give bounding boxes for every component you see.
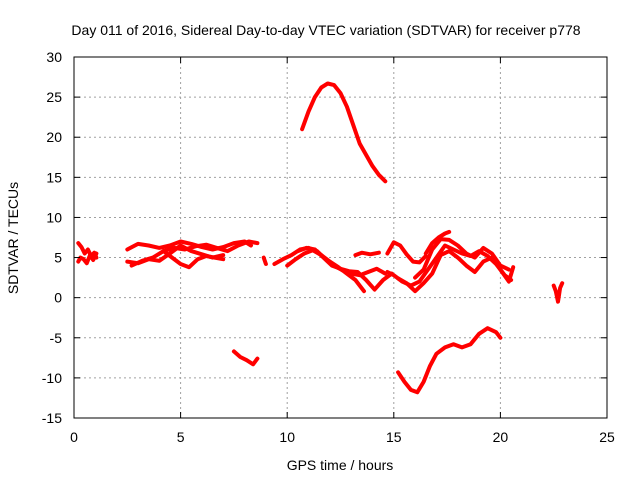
- series-arc-1b: [76, 251, 99, 266]
- series-arc-2: [125, 239, 253, 252]
- x-tick-label: 20: [493, 429, 509, 445]
- chart-title: Day 011 of 2016, Sidereal Day-to-day VTE…: [71, 22, 580, 38]
- series-arc-4: [129, 239, 260, 268]
- data-series: [76, 81, 565, 395]
- x-tick-label: 5: [177, 429, 185, 445]
- y-tick-label: 25: [46, 89, 62, 105]
- series-arc-1a: [76, 241, 99, 260]
- y-tick-label: -10: [42, 370, 62, 386]
- series-arc-12: [353, 250, 381, 258]
- series-arc-11: [300, 81, 388, 184]
- series-arc-10: [295, 245, 394, 292]
- x-tick-label: 10: [279, 429, 295, 445]
- series-arc-13: [385, 240, 428, 265]
- series-arc-15: [396, 249, 516, 294]
- y-tick-label: 15: [46, 169, 62, 185]
- x-tick-label: 15: [386, 429, 402, 445]
- plot-frame: [73, 56, 608, 419]
- y-tick-label: 30: [46, 49, 62, 65]
- x-tick-label: 0: [70, 429, 78, 445]
- axis-ticks: 0 5 10 15 20 25 -15 -10 -5 0 5 10 15 20 25 30: [42, 49, 615, 445]
- x-tick-label: 25: [599, 429, 615, 445]
- y-tick-label: -5: [50, 330, 63, 346]
- y-tick-label: 5: [54, 250, 62, 266]
- grid: [74, 57, 607, 418]
- series-arc-7: [261, 255, 268, 266]
- y-tick-label: 0: [54, 290, 62, 306]
- y-tick-label: -15: [42, 410, 62, 426]
- y-axis-label: SDTVAR / TECUs: [5, 182, 21, 294]
- series-arc-16: [413, 237, 511, 280]
- series-arc-5: [161, 249, 226, 270]
- y-tick-label: 10: [46, 209, 62, 225]
- series-arc-18: [396, 326, 503, 395]
- series-arc-6: [231, 349, 260, 367]
- y-tick-label: 20: [46, 129, 62, 145]
- x-axis-label: GPS time / hours: [287, 457, 394, 473]
- series-arc-19: [551, 281, 565, 304]
- series-arc-17: [423, 229, 452, 256]
